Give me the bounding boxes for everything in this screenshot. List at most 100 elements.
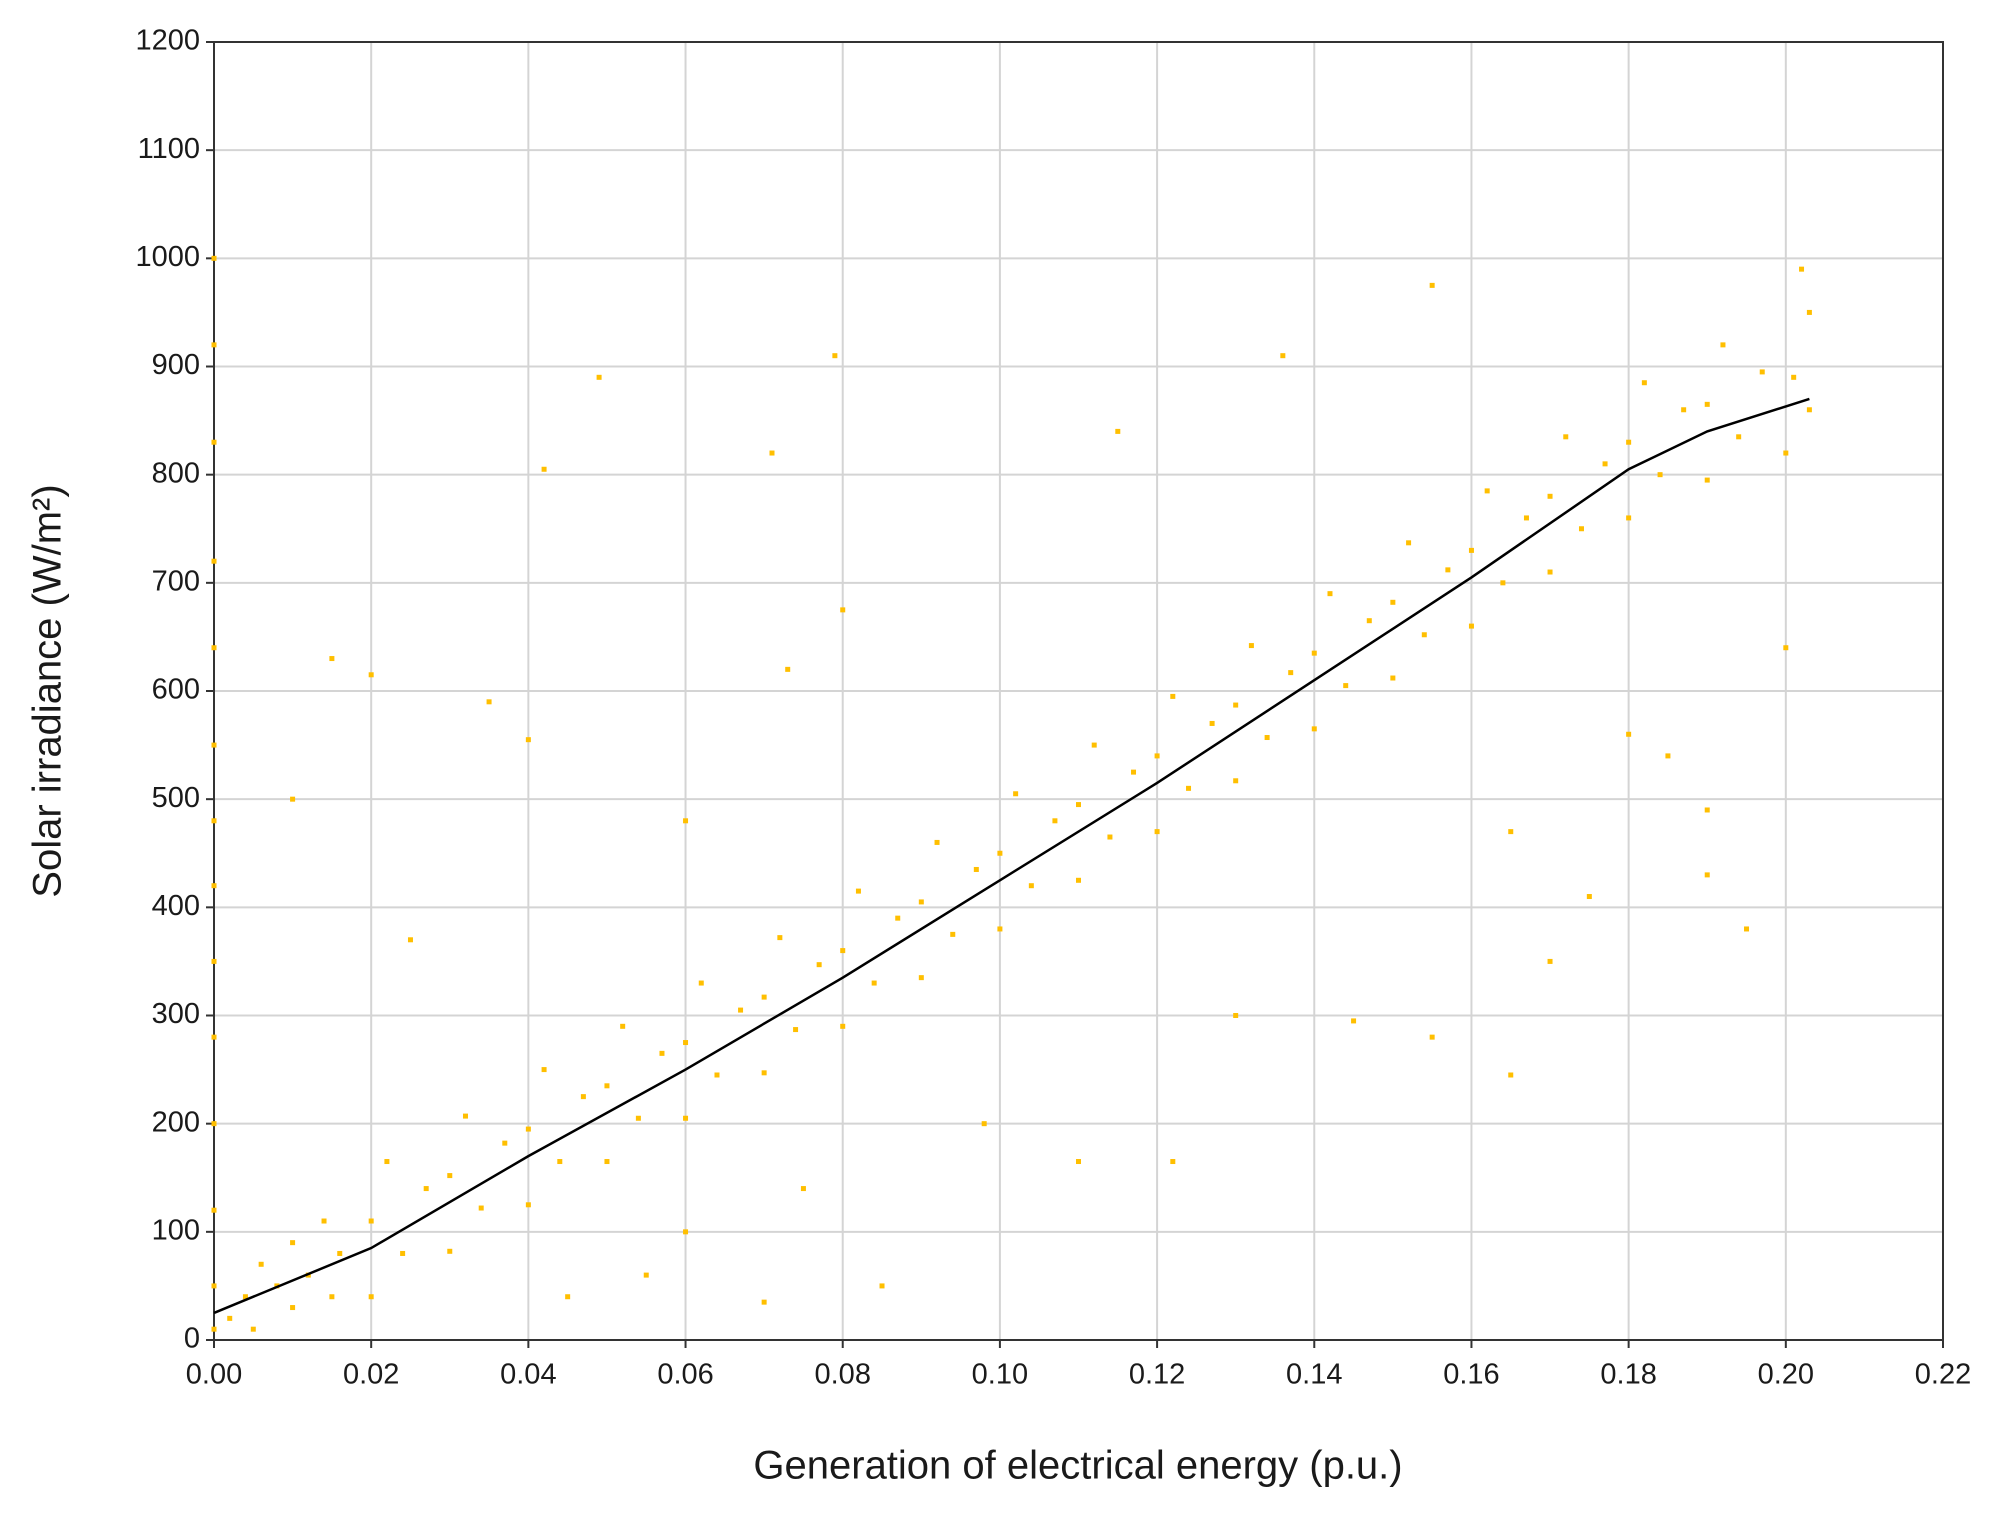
point <box>1233 1013 1239 1018</box>
point <box>1547 493 1553 499</box>
point <box>1311 650 1317 656</box>
point <box>565 1294 571 1300</box>
x-tick-label: 0.20 <box>1758 1359 1814 1391</box>
x-tick-label: 0.02 <box>343 1359 399 1391</box>
point <box>698 980 704 986</box>
point <box>290 1240 296 1246</box>
point <box>1626 731 1632 737</box>
point <box>934 839 940 845</box>
point <box>1343 683 1349 689</box>
y-tick-label: 400 <box>152 890 200 922</box>
point <box>1641 380 1647 386</box>
point <box>502 1140 508 1146</box>
fit-line <box>213 397 1810 1315</box>
point <box>1806 407 1812 413</box>
y-tick-label: 100 <box>152 1214 200 1246</box>
point <box>1028 883 1034 889</box>
y-tick-label: 1100 <box>138 133 200 165</box>
point <box>1523 515 1529 521</box>
x-tick-label: 0.22 <box>1915 1359 1971 1391</box>
point <box>368 672 374 678</box>
point <box>800 1186 806 1192</box>
point <box>1390 675 1396 681</box>
point <box>840 1023 846 1029</box>
point <box>580 1094 586 1100</box>
point <box>785 666 791 672</box>
point <box>879 1283 885 1289</box>
x-tick-label: 0.16 <box>1443 1359 1499 1391</box>
point <box>1736 434 1742 440</box>
point <box>604 1159 610 1165</box>
y-tick-label: 900 <box>152 349 200 381</box>
point <box>1500 580 1506 586</box>
point <box>1107 834 1113 840</box>
point <box>596 374 602 380</box>
x-tick-label: 0.10 <box>972 1359 1028 1391</box>
point <box>1720 342 1726 348</box>
point <box>761 1299 767 1305</box>
point <box>384 1159 390 1165</box>
point <box>211 439 217 445</box>
x-tick-label: 0.06 <box>657 1359 713 1391</box>
point <box>950 931 956 937</box>
point <box>525 1202 531 1208</box>
point <box>769 450 775 456</box>
point <box>1076 1159 1081 1165</box>
point <box>1602 461 1608 467</box>
y-tick-label: 200 <box>152 1106 200 1138</box>
point <box>1154 829 1160 835</box>
point <box>407 937 413 943</box>
point <box>1233 778 1239 784</box>
point <box>1586 894 1592 900</box>
y-tick-label: 800 <box>152 457 200 489</box>
point <box>1704 872 1710 878</box>
x-tick-label: 0.18 <box>1600 1359 1656 1391</box>
point <box>1421 632 1427 638</box>
x-tick-label: 0.00 <box>186 1359 242 1391</box>
point <box>1264 735 1270 741</box>
point <box>1665 753 1671 759</box>
point <box>478 1205 484 1211</box>
point <box>1131 769 1137 775</box>
point <box>604 1083 610 1089</box>
point <box>525 1126 531 1132</box>
point <box>1186 785 1192 791</box>
point <box>1799 266 1805 272</box>
point <box>1115 428 1121 434</box>
y-axis-title: Solar irradiance (W/m²) <box>26 484 70 897</box>
point <box>447 1248 453 1254</box>
point <box>1154 753 1160 759</box>
point <box>211 1034 217 1040</box>
point <box>659 1050 665 1056</box>
point <box>211 958 217 964</box>
point <box>1351 1018 1357 1024</box>
point <box>1280 353 1286 359</box>
point <box>997 926 1003 932</box>
point <box>973 866 979 872</box>
point <box>1429 1034 1435 1040</box>
point <box>211 818 217 824</box>
point <box>1783 450 1789 456</box>
x-axis-title: Generation of electrical energy (p.u.) <box>753 1444 1402 1488</box>
x-tick-label: 0.08 <box>815 1359 871 1391</box>
point <box>211 1207 217 1213</box>
point <box>1091 742 1097 748</box>
point <box>1209 720 1215 726</box>
point <box>777 935 783 941</box>
point <box>1759 369 1765 375</box>
point <box>211 255 217 261</box>
point <box>329 656 335 662</box>
point <box>855 888 861 894</box>
point <box>1468 547 1474 553</box>
point <box>1327 591 1333 597</box>
point <box>368 1218 374 1224</box>
point <box>447 1173 453 1179</box>
point <box>683 1040 689 1046</box>
point <box>918 899 924 905</box>
point <box>423 1186 429 1192</box>
point <box>635 1115 641 1121</box>
point <box>337 1250 343 1256</box>
y-tick-label: 700 <box>152 565 200 597</box>
point <box>1783 645 1789 651</box>
point <box>761 994 767 1000</box>
